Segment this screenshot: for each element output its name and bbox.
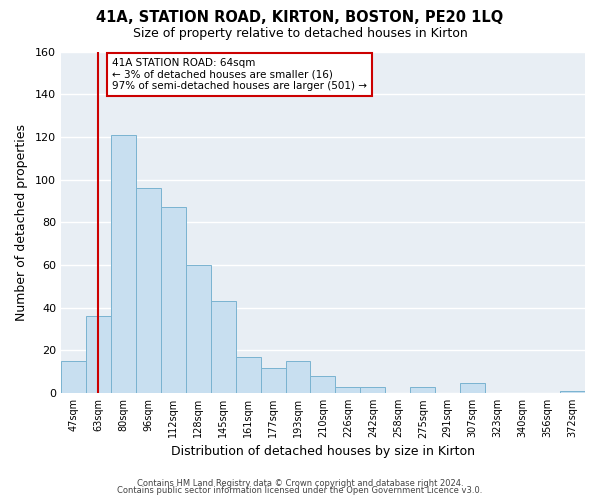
Bar (410, 387, 435, 393)
Bar (111, 135, 136, 393)
Bar (260, 368, 286, 393)
Text: Contains public sector information licensed under the Open Government Licence v3: Contains public sector information licen… (118, 486, 482, 495)
Bar (211, 302, 236, 393)
Bar (136, 188, 161, 393)
Bar (335, 387, 361, 393)
Bar (161, 208, 186, 393)
Bar (460, 382, 485, 393)
Bar (361, 387, 385, 393)
Text: Size of property relative to detached houses in Kirton: Size of property relative to detached ho… (133, 28, 467, 40)
Bar (86, 316, 111, 393)
Bar (186, 265, 211, 393)
Text: 41A STATION ROAD: 64sqm
← 3% of detached houses are smaller (16)
97% of semi-det: 41A STATION ROAD: 64sqm ← 3% of detached… (112, 58, 367, 91)
Text: 41A, STATION ROAD, KIRTON, BOSTON, PE20 1LQ: 41A, STATION ROAD, KIRTON, BOSTON, PE20 … (97, 10, 503, 25)
Bar (236, 357, 260, 393)
Bar (560, 391, 585, 393)
X-axis label: Distribution of detached houses by size in Kirton: Distribution of detached houses by size … (171, 444, 475, 458)
Y-axis label: Number of detached properties: Number of detached properties (15, 124, 28, 321)
Bar (61, 361, 86, 393)
Bar (310, 376, 335, 393)
Text: Contains HM Land Registry data © Crown copyright and database right 2024.: Contains HM Land Registry data © Crown c… (137, 478, 463, 488)
Bar (286, 361, 310, 393)
